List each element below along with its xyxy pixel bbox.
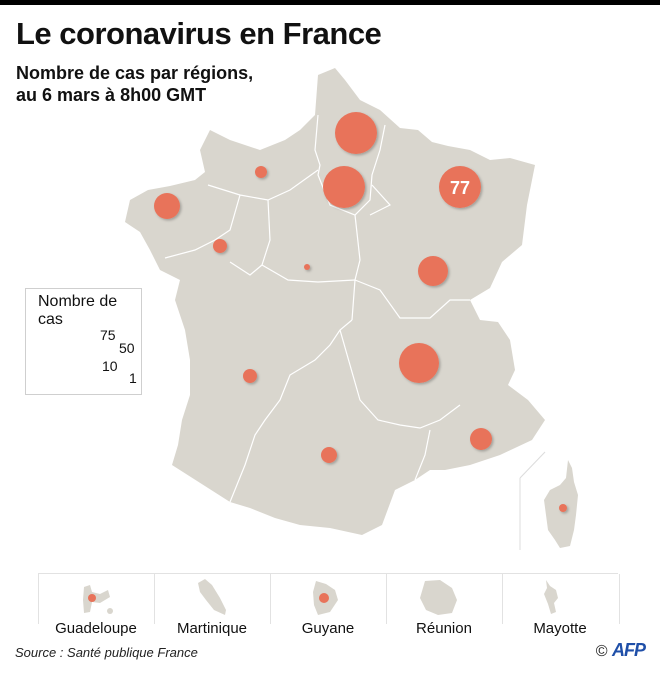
bubble-occitanie	[321, 447, 337, 463]
legend-label-1: 1	[129, 370, 137, 386]
grand-est-count-label: 77	[450, 178, 470, 198]
overseas-shapes	[83, 579, 558, 615]
bubble-ile-de-france	[323, 166, 365, 208]
subtitle-line-2: au 6 mars à 8h00 GMT	[16, 85, 207, 105]
label-martinique: Martinique	[176, 620, 248, 637]
mayotte-shape	[544, 580, 558, 614]
overseas-cell-guyane	[270, 574, 387, 624]
bubble-pays-de-la-loire	[213, 239, 227, 253]
subtitle: Nombre de cas par régions, au 6 mars à 8…	[16, 62, 253, 106]
subtitle-line-1: Nombre de cas par régions,	[16, 63, 254, 83]
guadeloupe-shape	[83, 585, 110, 613]
label-mayotte: Mayotte	[533, 620, 587, 637]
overseas-cell-martinique	[154, 574, 271, 624]
bubble-hauts-de-france	[335, 112, 377, 154]
legend-label-10: 10	[102, 358, 118, 374]
corsica-inset-line	[519, 451, 546, 479]
afp-logo: AFP	[612, 640, 646, 660]
bubble-grand-est	[439, 166, 481, 208]
bubble-guyane	[319, 593, 329, 603]
legend-box: Nombre de cas	[25, 288, 142, 395]
legend-label-50: 50	[119, 340, 135, 356]
credit: © AFP	[595, 640, 646, 661]
top-bar	[0, 0, 660, 5]
label-reunion: Réunion	[416, 620, 472, 637]
bubble-guadeloupe	[88, 594, 96, 602]
overseas-strip	[38, 573, 620, 624]
overseas-cell-guadeloupe	[38, 574, 155, 624]
corsica	[544, 460, 578, 548]
bubble-auvergne-rhone-alpes	[399, 343, 439, 383]
region-borders	[164, 114, 470, 503]
overseas-cell-mayotte	[502, 574, 620, 624]
page-title: Le coronavirus en France	[16, 16, 382, 51]
bubble-corse	[559, 504, 567, 512]
bubble-bretagne	[154, 193, 180, 219]
legend-label-75: 75	[100, 327, 116, 343]
case-bubbles	[154, 112, 567, 512]
bubble-nouvelle-aquitaine	[243, 369, 257, 383]
mainland-france	[125, 68, 545, 535]
legend-title: Nombre de cas	[38, 293, 118, 328]
reunion-shape	[420, 580, 457, 615]
overseas-bubbles	[88, 593, 329, 603]
label-guyane: Guyane	[301, 620, 355, 637]
martinique-shape	[198, 579, 226, 615]
bubble-centre-val-de-loire	[304, 264, 310, 270]
label-guadeloupe: Guadeloupe	[55, 620, 137, 637]
bubble-bourgogne-franche-comte	[418, 256, 448, 286]
bubble-paca	[470, 428, 492, 450]
overseas-cell-reunion	[386, 574, 503, 624]
source-note: Source : Santé publique France	[15, 645, 198, 660]
copyright-icon: ©	[595, 643, 608, 660]
bubble-normandie	[255, 166, 267, 178]
